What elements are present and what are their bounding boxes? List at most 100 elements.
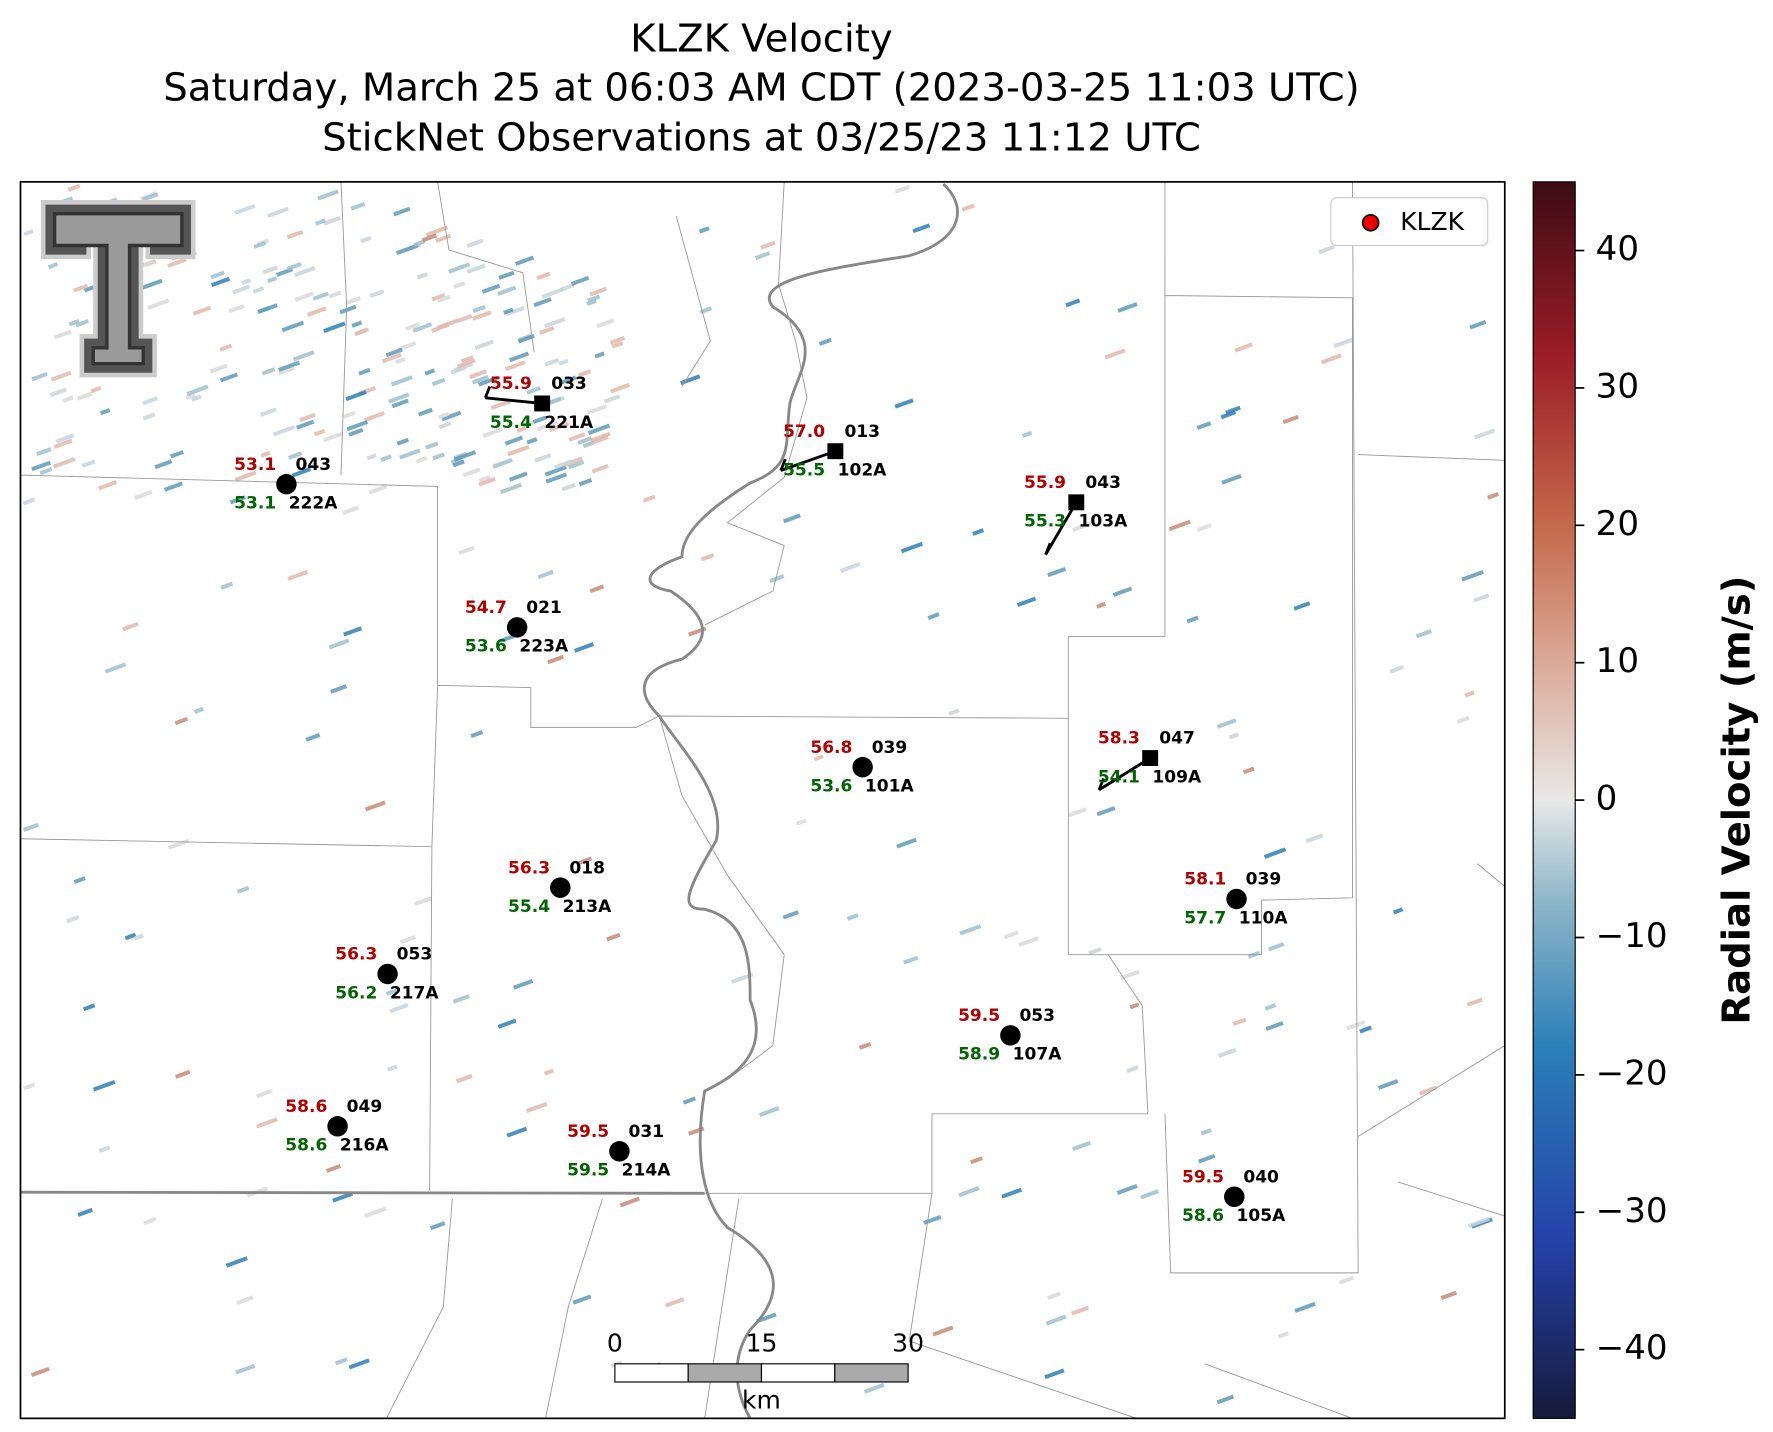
radar-echo xyxy=(219,372,238,383)
radar-echo xyxy=(1320,353,1342,365)
radar-echo xyxy=(22,822,39,832)
scale-segment xyxy=(614,1363,689,1383)
radar-echo xyxy=(366,453,377,461)
radar-echo xyxy=(286,261,302,271)
radar-echo xyxy=(100,408,111,416)
station-id: 213A xyxy=(563,897,613,917)
temperature: 56.8 xyxy=(810,738,852,758)
radar-echo xyxy=(813,754,824,762)
station-id: 102A xyxy=(838,461,888,481)
radar-echo xyxy=(512,978,534,990)
station-marker xyxy=(1000,1025,1021,1046)
dewpoint: 57.7 xyxy=(1184,908,1226,928)
radar-echo xyxy=(1071,1305,1090,1316)
radar-echo xyxy=(1112,586,1133,597)
dewpoint: 58.9 xyxy=(958,1045,1000,1065)
radar-echo xyxy=(142,412,156,421)
wind-direction: 049 xyxy=(347,1097,383,1117)
radar-echo xyxy=(609,335,626,345)
radar-echo xyxy=(305,733,321,742)
radar-echo xyxy=(438,421,452,430)
radar-echo xyxy=(278,360,301,372)
station-id: 101A xyxy=(865,776,915,796)
radar-echo xyxy=(589,584,605,594)
radar-echo xyxy=(1318,245,1335,255)
radar-echo xyxy=(453,450,477,462)
radar-echo xyxy=(399,935,417,945)
station-id: 217A xyxy=(390,983,440,1003)
radar-echo xyxy=(299,412,316,423)
radar-echo xyxy=(526,437,538,445)
radar-echo xyxy=(545,472,568,484)
radar-echo xyxy=(769,574,785,583)
radar-echo xyxy=(317,189,339,201)
radar-echo xyxy=(500,482,522,495)
radar-echo xyxy=(253,241,267,249)
radar-echo xyxy=(1467,1216,1491,1228)
colorbar-tick-label: −10 xyxy=(1596,916,1668,956)
radar-echo xyxy=(1333,337,1354,349)
radar-echo xyxy=(959,924,982,936)
radar-echo xyxy=(1088,947,1102,956)
radar-echo xyxy=(252,286,265,294)
radar-echo xyxy=(548,421,570,433)
radar-echo xyxy=(452,281,466,289)
radar-echo xyxy=(104,662,127,674)
radar-echo xyxy=(192,305,212,316)
radar-echo xyxy=(900,541,923,554)
dewpoint: 55.4 xyxy=(490,413,532,433)
station-marker xyxy=(1068,494,1085,511)
radar-echo xyxy=(642,494,656,503)
temperature: 56.3 xyxy=(335,945,377,965)
radar-echo xyxy=(578,478,593,487)
radar-echo xyxy=(272,425,295,437)
radar-echo xyxy=(903,955,919,965)
radar-echo xyxy=(541,287,563,299)
radar-echo xyxy=(396,437,409,446)
radar-echo xyxy=(73,876,86,884)
wind-direction: 021 xyxy=(526,598,562,618)
radar-echo xyxy=(478,474,491,483)
scale-tick-label: 0 xyxy=(607,1328,623,1357)
radar-echo xyxy=(228,304,245,314)
radar-echo xyxy=(506,1126,528,1138)
radar-echo xyxy=(1221,473,1242,485)
radar-echo xyxy=(1377,1079,1399,1090)
station-marker xyxy=(1226,888,1247,910)
scale-bar: km 0 15 30 xyxy=(607,1328,924,1414)
radar-echo xyxy=(1047,566,1067,578)
radar-echo xyxy=(441,410,462,422)
radar-echo xyxy=(1264,1003,1277,1011)
radar-echo xyxy=(539,325,555,335)
radar-echo xyxy=(478,476,496,487)
radar-echo xyxy=(390,375,413,387)
radar-echo xyxy=(49,387,67,398)
radar-echo xyxy=(82,1003,96,1012)
wind-barb xyxy=(1097,777,1105,791)
radar-echo xyxy=(972,528,985,536)
radar-echo xyxy=(429,1221,446,1231)
radar-echo xyxy=(758,1106,780,1117)
dewpoint: 56.2 xyxy=(335,983,377,1003)
radar-echo xyxy=(364,411,385,422)
radar-echo xyxy=(393,206,411,217)
radar-echo xyxy=(570,275,590,286)
radar-echo xyxy=(351,320,363,328)
radar-echo xyxy=(260,450,271,458)
temperature: 58.3 xyxy=(1098,729,1140,749)
radar-echo xyxy=(1116,1184,1138,1195)
radar-echo xyxy=(782,910,799,920)
station-marker xyxy=(550,877,571,898)
subtitle: StickNet Observations at 03/25/23 11:12 … xyxy=(322,115,1201,160)
radar-echo xyxy=(1120,969,1141,981)
radar-echo xyxy=(1282,414,1299,425)
dewpoint: 58.6 xyxy=(285,1136,327,1156)
radar-echo xyxy=(62,395,74,403)
scale-tick-label: 15 xyxy=(746,1328,778,1357)
radar-echo xyxy=(553,459,573,470)
radar-echo xyxy=(39,467,53,476)
radar-echo xyxy=(81,459,96,468)
radar-echo xyxy=(577,436,593,445)
radar-echo xyxy=(424,368,436,376)
radar-echo xyxy=(754,251,771,261)
